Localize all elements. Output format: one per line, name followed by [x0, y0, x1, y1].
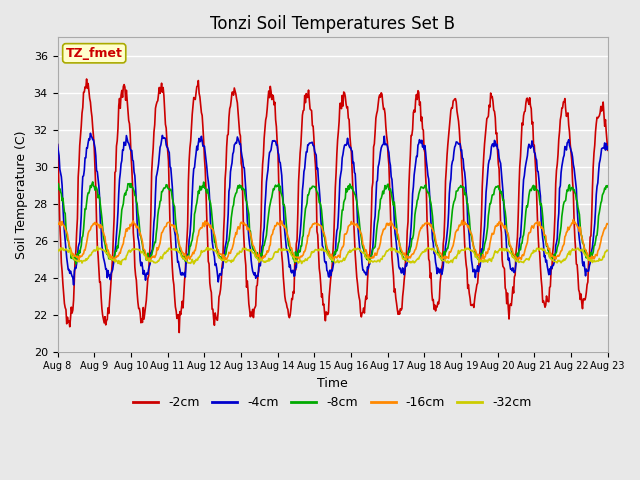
Title: Tonzi Soil Temperatures Set B: Tonzi Soil Temperatures Set B [210, 15, 455, 33]
X-axis label: Time: Time [317, 377, 348, 390]
Legend: -2cm, -4cm, -8cm, -16cm, -32cm: -2cm, -4cm, -8cm, -16cm, -32cm [129, 391, 537, 414]
Y-axis label: Soil Temperature (C): Soil Temperature (C) [15, 130, 28, 259]
Text: TZ_fmet: TZ_fmet [66, 47, 123, 60]
